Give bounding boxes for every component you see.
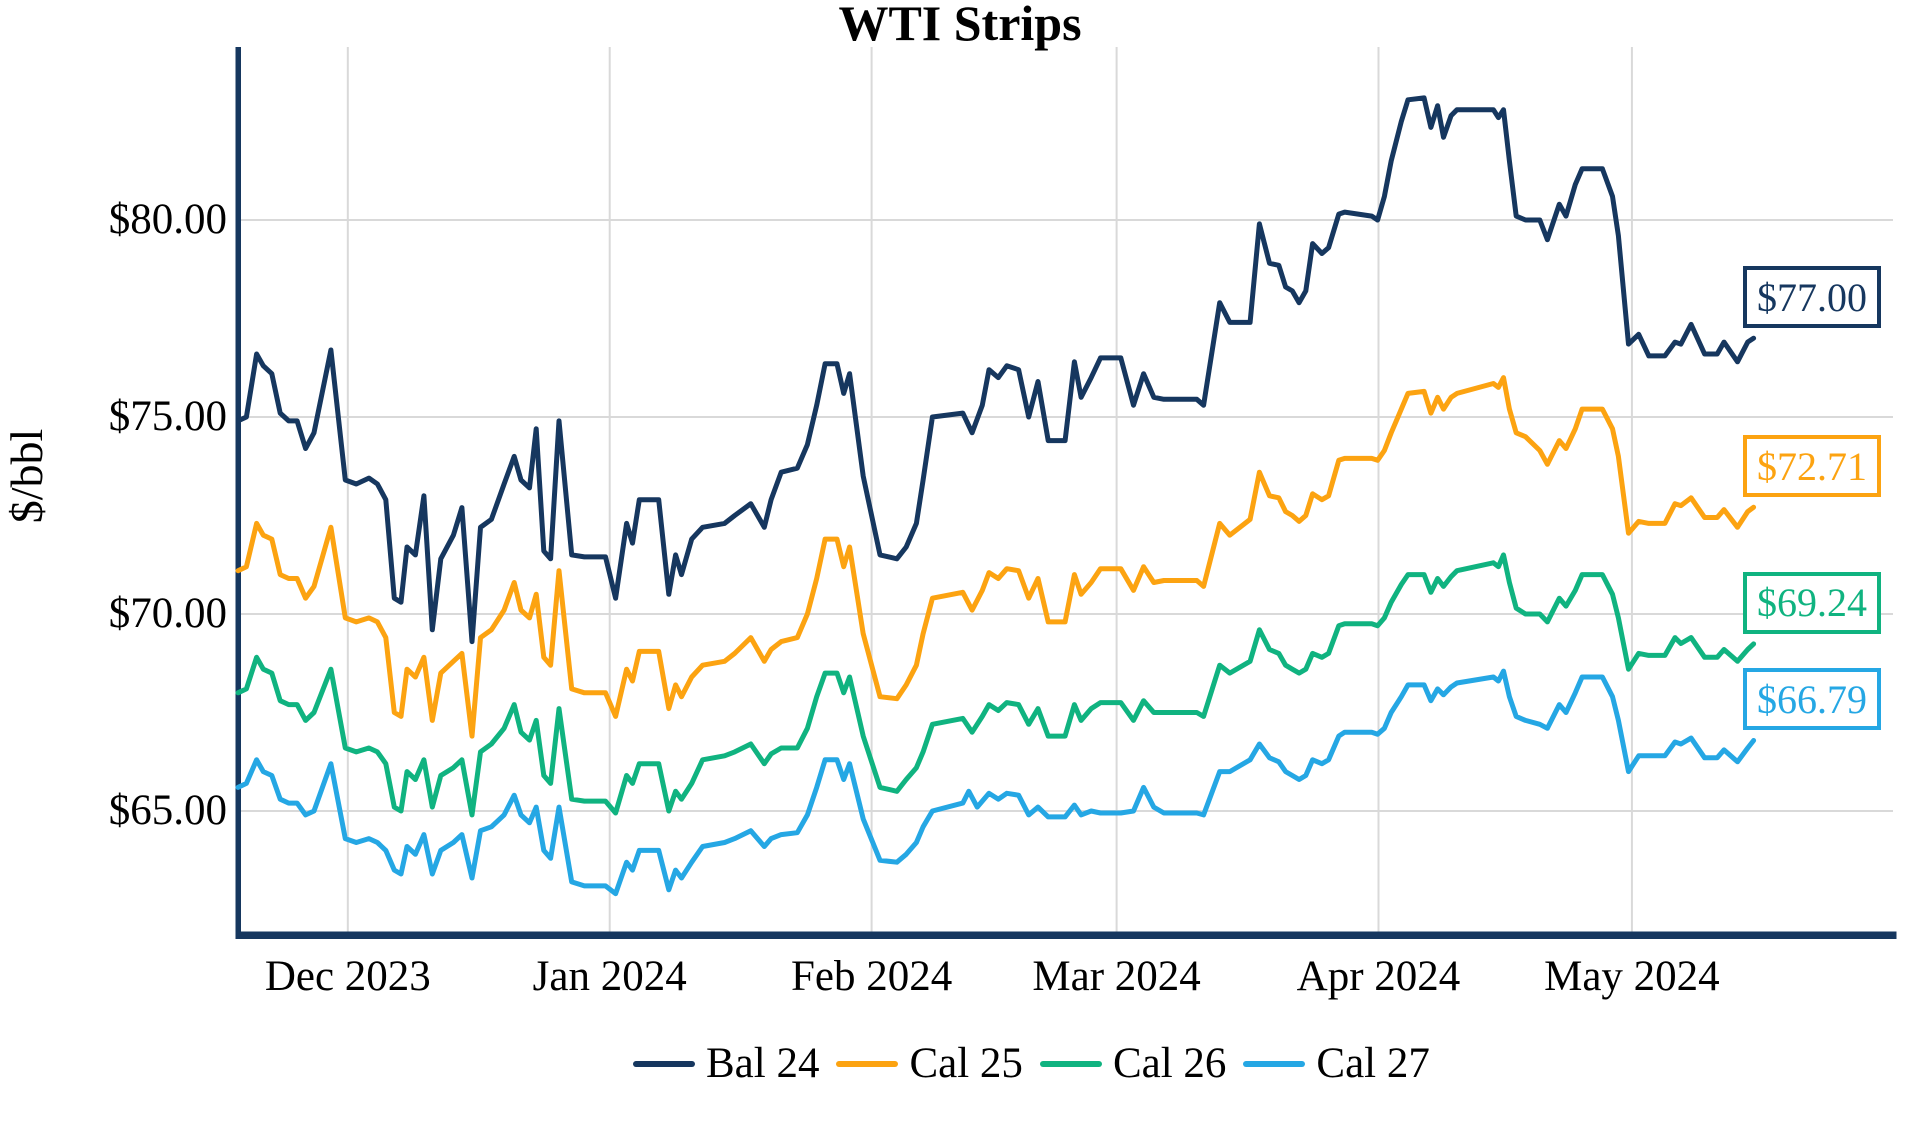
y-tick-label: $75.00 (108, 393, 227, 440)
legend-line-swatch (1039, 1061, 1102, 1067)
x-tick-label: Apr 2024 (1296, 953, 1461, 1000)
legend-line-swatch (836, 1061, 899, 1067)
series-line-bal-24 (235, 95, 1757, 645)
legend-label: Cal 26 (1112, 1040, 1227, 1087)
end-value-label-cal-26: $69.24 (1743, 571, 1881, 634)
y-axis-spine (235, 47, 241, 939)
series-line-cal-26 (235, 552, 1757, 818)
legend-label: Bal 24 (706, 1040, 820, 1087)
legend-line-swatch (1243, 1061, 1306, 1067)
x-tick-label: Jan 2024 (532, 953, 687, 1000)
x-tick-label: Feb 2024 (790, 953, 953, 1000)
legend-label: Cal 27 (1316, 1040, 1430, 1087)
end-value-label-cal-27: $66.79 (1743, 668, 1881, 731)
legend-item-bal-24: Bal 24 (633, 1038, 819, 1090)
legend-item-cal-27: Cal 27 (1243, 1038, 1430, 1090)
series-line-cal-25 (235, 375, 1757, 739)
legend-line-swatch (633, 1061, 695, 1067)
chart-title: WTI Strips (838, 0, 1082, 51)
x-axis-spine (235, 931, 1897, 939)
series-line-cal-27 (235, 668, 1757, 897)
x-tick-label: May 2024 (1544, 953, 1720, 1000)
x-tick-label: Mar 2024 (1032, 953, 1201, 1000)
y-tick-label: $70.00 (108, 590, 227, 637)
legend-label: Cal 25 (909, 1040, 1023, 1087)
x-tick-label: Dec 2023 (264, 953, 431, 1000)
y-tick-label: $80.00 (108, 196, 227, 243)
end-value-label-cal-25: $72.71 (1743, 435, 1881, 498)
legend-item-cal-26: Cal 26 (1039, 1038, 1227, 1090)
legend: Bal 24 Cal 25 Cal 26 Cal 27 (633, 1038, 1430, 1090)
legend-item-cal-25: Cal 25 (836, 1038, 1023, 1090)
end-value-label-bal-24: $77.00 (1743, 266, 1881, 329)
y-tick-label: $65.00 (108, 787, 227, 834)
y-axis-title: $/bbl (1, 428, 52, 524)
